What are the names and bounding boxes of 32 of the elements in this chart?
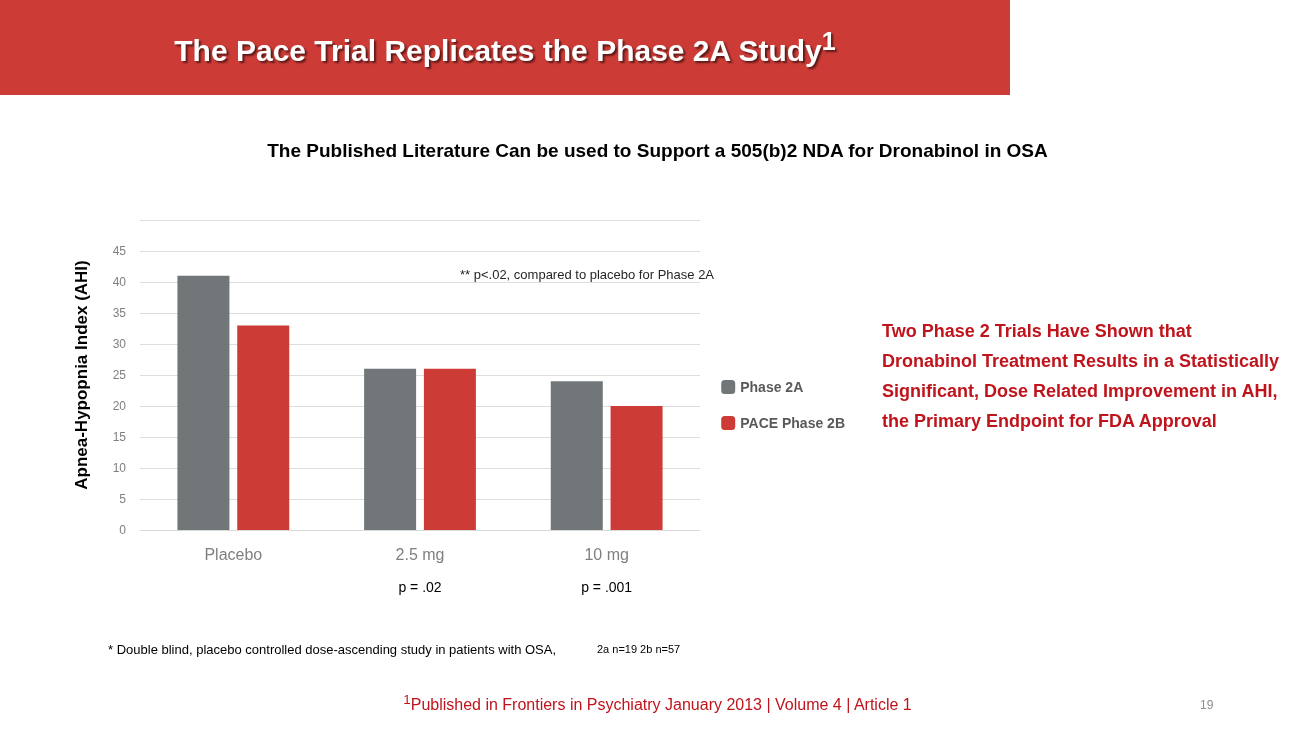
bar <box>610 406 663 530</box>
y-tick-label: 0 <box>119 523 127 537</box>
text: * Double blind, placebo controlled dose-ascending study in patients with OSA, <box>108 642 557 657</box>
legend-label: PACE Phase 2B <box>740 415 845 431</box>
y-tick-label: 20 <box>112 399 127 413</box>
text: Two Phase 2 Trials Have Shown that Dronabinol Treatment Results in a Statistically Significant, Dose Related Improvement in AHI, the Primary Endpoint for FDA Approval <box>882 320 1281 433</box>
y-tick-label: 5 <box>119 492 127 506</box>
y-tick-label: 40 <box>112 275 127 289</box>
y-tick-label: 35 <box>112 306 127 320</box>
text: p = .02 <box>398 579 442 595</box>
y-tick-label: 15 <box>112 430 127 444</box>
text: 19 <box>1200 698 1214 712</box>
legend-label: Phase 2A <box>740 379 804 395</box>
bar <box>237 325 290 530</box>
bar <box>364 368 417 530</box>
y-tick-label: 30 <box>112 337 127 351</box>
y-tick-label: 10 <box>112 461 127 475</box>
y-axis-title: Apnea-Hypopnia Index (AHI) <box>72 260 91 490</box>
text: 2a n=19 2b n=57 <box>597 643 681 655</box>
bar <box>550 381 603 530</box>
chart-title: The Pace Trial Replicates the Phase 2A Study$^{1}$ <box>174 27 836 68</box>
bar <box>177 275 230 530</box>
chart-subtitle: The Published Literature Can be used to Support a 505(b)2 NDA for Dronabinol in OSA <box>267 140 1048 162</box>
y-tick-label: 45 <box>112 244 127 258</box>
x-tick-label: Placebo <box>204 545 263 563</box>
x-tick-label: 10 mg <box>584 545 629 563</box>
y-tick-label: 25 <box>112 368 127 382</box>
x-tick-label: 2.5 mg <box>395 545 445 563</box>
text: p = .001 <box>581 579 633 595</box>
text: $^{1}$Published in Frontiers in Psychiatry January 2013 | Volume 4 | Article 1 <box>403 692 912 715</box>
annotation: ** p<.02, compared to placebo for Phase 2A <box>460 267 715 282</box>
bar <box>423 368 476 530</box>
